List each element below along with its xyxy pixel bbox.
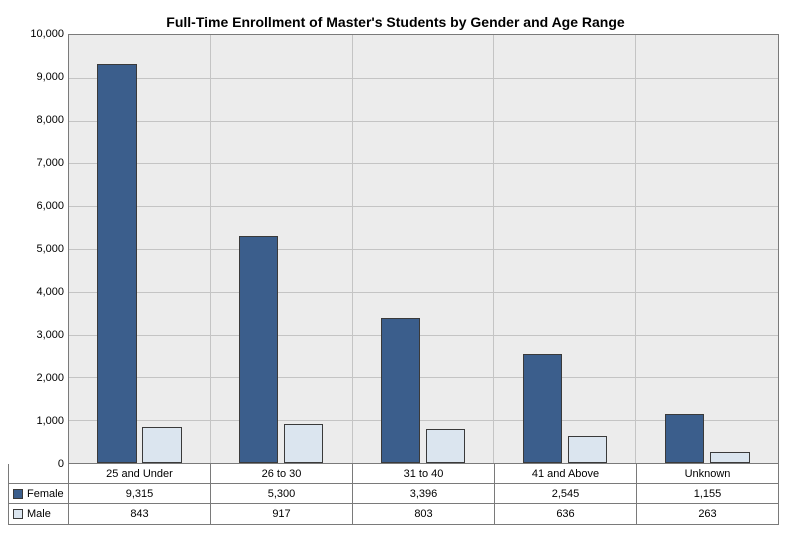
bar-female [523, 354, 562, 463]
table-row-categories: 25 and Under26 to 3031 to 4041 and Above… [69, 464, 778, 484]
legend-item-male: Male [9, 504, 69, 524]
data-cell: 917 [211, 504, 353, 524]
category-column [69, 35, 211, 463]
data-cell: 636 [495, 504, 637, 524]
bar-female [97, 64, 136, 463]
data-cell: 3,396 [353, 484, 495, 504]
bar-male [568, 436, 607, 463]
plot-box: 01,0002,0003,0004,0005,0006,0007,0008,00… [68, 34, 779, 464]
y-tick-label: 5,000 [16, 243, 64, 255]
bar-male [284, 424, 323, 463]
legend-label: Female [27, 484, 64, 504]
category-column [211, 35, 353, 463]
category-label: Unknown [637, 464, 778, 484]
data-cell: 263 [637, 504, 778, 524]
data-cell: 1,155 [637, 484, 778, 504]
y-tick-label: 1,000 [16, 415, 64, 427]
data-cell: 803 [353, 504, 495, 524]
category-column [353, 35, 495, 463]
y-tick-label: 6,000 [16, 200, 64, 212]
category-label: 31 to 40 [353, 464, 495, 484]
chart-container: Full-Time Enrollment of Master's Student… [0, 0, 797, 548]
data-cell: 2,545 [495, 484, 637, 504]
y-tick-label: 10,000 [16, 28, 64, 40]
category-column [494, 35, 636, 463]
data-cell: 843 [69, 504, 211, 524]
category-label: 25 and Under [69, 464, 211, 484]
category-column [636, 35, 778, 463]
y-tick-label: 9,000 [16, 71, 64, 83]
bar-female [239, 236, 278, 463]
bar-female [381, 318, 420, 463]
y-tick-label: 2,000 [16, 372, 64, 384]
y-tick-label: 8,000 [16, 114, 64, 126]
legend-label: Male [27, 504, 51, 524]
bar-male [710, 452, 750, 463]
legend-swatch [13, 509, 23, 519]
y-tick-label: 7,000 [16, 157, 64, 169]
table-row-male: 843917803636263 [69, 504, 778, 524]
legend-blank-cell [9, 464, 69, 484]
plot-area [68, 34, 779, 464]
bar-male [142, 427, 181, 463]
y-tick-label: 4,000 [16, 286, 64, 298]
legend-column: FemaleMale [8, 464, 68, 525]
table-row-female: 9,3155,3003,3962,5451,155 [69, 484, 778, 504]
bar-male [426, 429, 465, 463]
data-cell: 9,315 [69, 484, 211, 504]
data-table: 25 and Under26 to 3031 to 4041 and Above… [68, 464, 779, 525]
legend-swatch [13, 489, 23, 499]
category-label: 26 to 30 [211, 464, 353, 484]
bar-female [665, 414, 705, 463]
legend-item-female: Female [9, 484, 69, 504]
data-cell: 5,300 [211, 484, 353, 504]
y-tick-label: 3,000 [16, 329, 64, 341]
chart-title: Full-Time Enrollment of Master's Student… [8, 8, 783, 34]
category-label: 41 and Above [495, 464, 637, 484]
